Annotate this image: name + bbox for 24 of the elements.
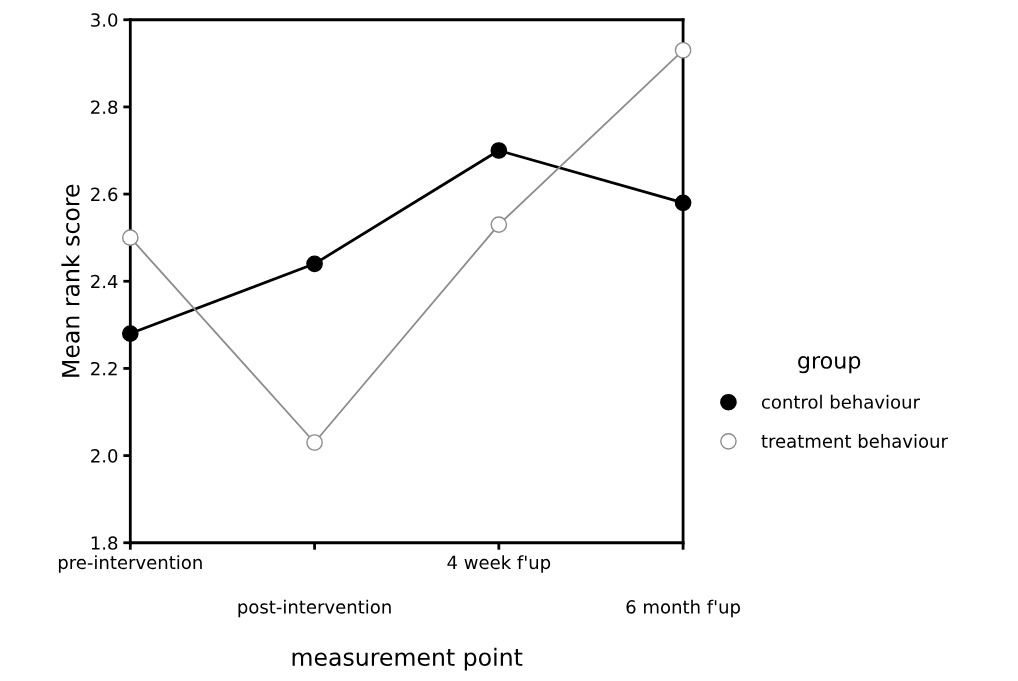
y-tick-label: 2.6 (91, 187, 118, 202)
y-tick-label: 2.8 (91, 100, 118, 115)
point (490, 216, 508, 233)
legend-label: control behaviour (761, 394, 920, 409)
point (121, 229, 139, 247)
x-tick-label: 4 week f'up (447, 555, 551, 573)
y-tick-label: 2.4 (91, 274, 118, 289)
point (490, 142, 508, 159)
x-tick-label: pre-intervention (58, 555, 202, 573)
legend-title: group (798, 356, 861, 374)
y-tick-label: 3.0 (91, 13, 118, 27)
x-tick-label: post-intervention (238, 599, 391, 618)
point (674, 194, 692, 212)
x-axis-title: measurement point (292, 647, 523, 671)
y-tick-label: 2.0 (91, 449, 118, 463)
point (674, 41, 692, 59)
y-axis-title: Mean rank score (61, 184, 80, 377)
y-tick-label: 2.2 (91, 361, 117, 376)
point (306, 255, 323, 273)
x-tick-label: 6 month f'up (626, 599, 740, 618)
legend-label: treatment behaviour (761, 433, 948, 448)
point (121, 325, 139, 342)
point (306, 434, 323, 451)
y-tick-label: 1.8 (91, 536, 118, 550)
